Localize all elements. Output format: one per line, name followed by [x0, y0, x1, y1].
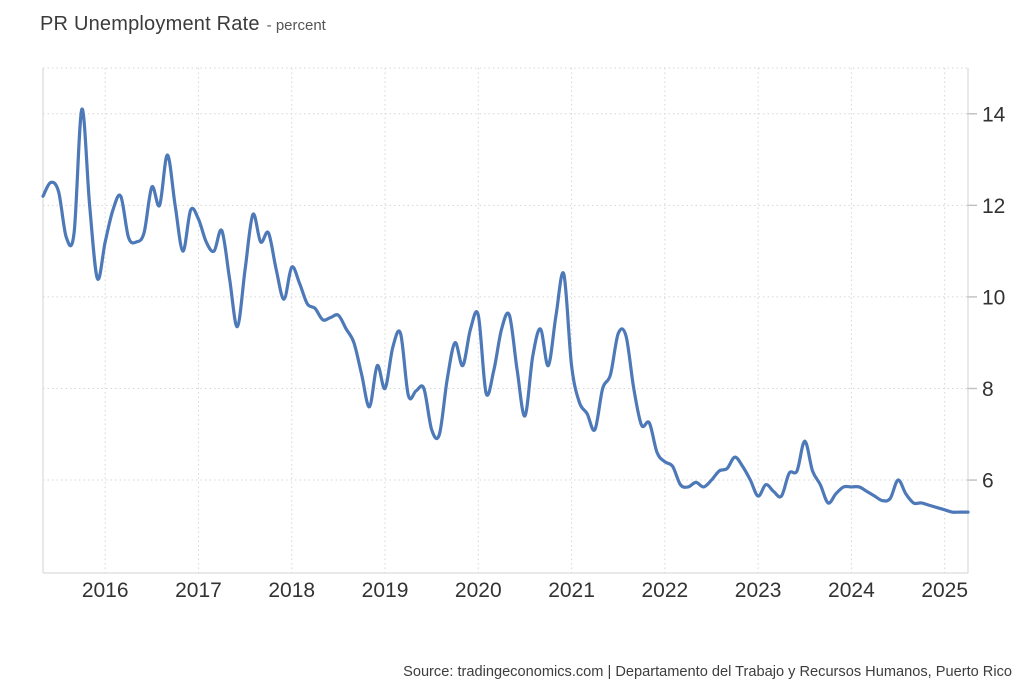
chart-header: PR Unemployment Rate - percent — [40, 13, 326, 36]
series-line — [41, 107, 970, 514]
x-tick-label: 2017 — [175, 579, 222, 602]
x-tick-label: 2024 — [828, 579, 875, 602]
x-tick-label: 2025 — [921, 579, 968, 602]
page-subtitle: - percent — [266, 17, 326, 34]
y-tick-label: 14 — [982, 103, 1006, 126]
x-tick-label: 2018 — [268, 579, 315, 602]
x-tick-label: 2021 — [548, 579, 595, 602]
source-attribution: Source: tradingeconomics.com | Departame… — [403, 664, 1012, 680]
y-tick-label: 12 — [982, 195, 1005, 218]
x-tick-label: 2016 — [82, 579, 129, 602]
x-tick-label: 2019 — [362, 579, 409, 602]
y-tick-label: 10 — [982, 286, 1005, 309]
x-tick-label: 2020 — [455, 579, 502, 602]
x-tick-label: 2022 — [641, 579, 688, 602]
y-tick-label: 6 — [982, 470, 994, 493]
x-tick-label: 2023 — [735, 579, 782, 602]
y-tick-label: 8 — [982, 378, 994, 401]
page-title: PR Unemployment Rate — [40, 13, 260, 35]
